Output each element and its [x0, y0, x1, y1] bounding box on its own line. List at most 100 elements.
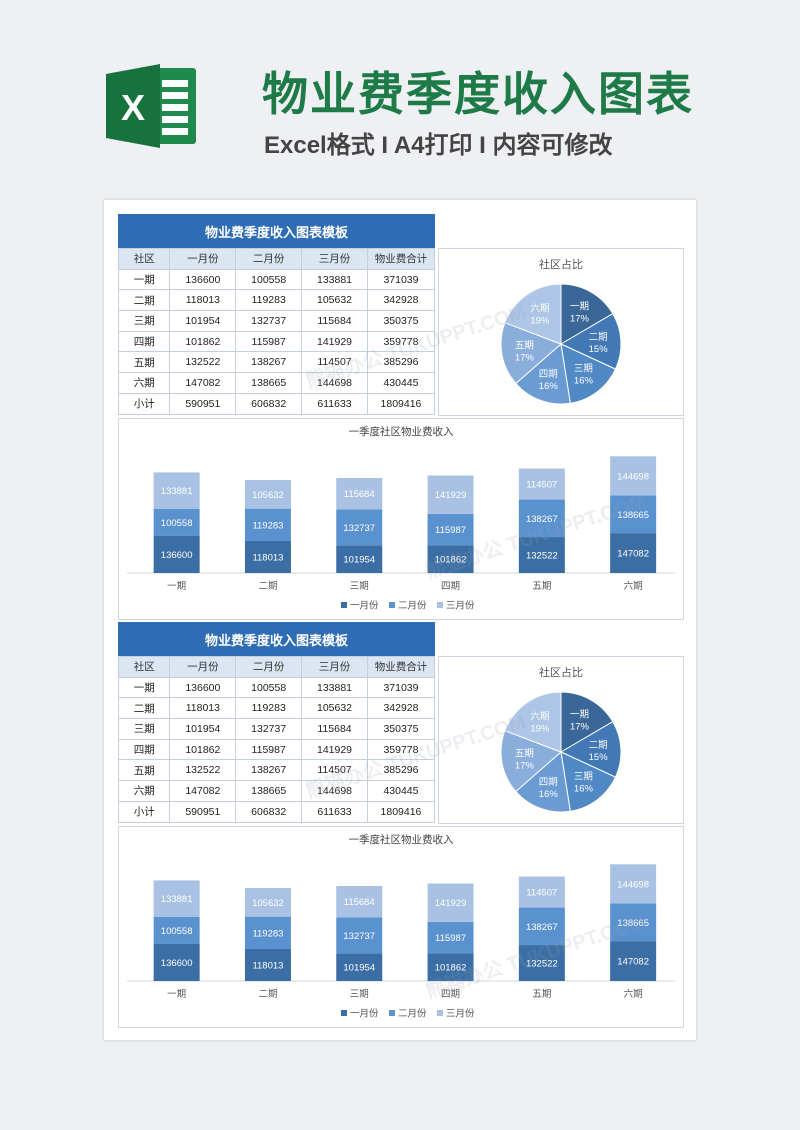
- pie-slice-percent-label: 16%: [539, 789, 559, 800]
- bar-value-label: 105632: [252, 898, 284, 909]
- bar-segment: [610, 533, 657, 573]
- pie-slice: [560, 751, 617, 812]
- bar-segment: [610, 903, 657, 942]
- x-tick-label: 六期: [624, 580, 643, 592]
- column-header: 三月份: [301, 656, 368, 678]
- table-cell: 四期: [117, 330, 171, 353]
- bar-segment: [610, 456, 657, 496]
- table-cell: 138267: [235, 759, 303, 782]
- x-tick-label: 六期: [624, 988, 643, 1000]
- pie-chart-title: 社区占比: [539, 259, 583, 271]
- table-cell: 114507: [301, 759, 368, 782]
- table-row: 五期 132522 138267 114507 385296: [117, 759, 436, 782]
- table-title: 物业费季度收入图表模板: [118, 214, 435, 248]
- bar-value-label: 141929: [435, 898, 467, 909]
- bar-value-label: 101862: [435, 963, 467, 974]
- bar-segment: [153, 472, 200, 509]
- table-cell: 105632: [301, 697, 368, 720]
- table-cell: 141929: [301, 330, 368, 353]
- bar-chart-title: 一季度社区物业费收入: [349, 425, 454, 438]
- legend-swatch: [389, 1010, 395, 1016]
- table-cell: 359778: [366, 330, 436, 353]
- page-subtitle: Excel格式 I A4打印 I 内容可修改: [264, 132, 613, 159]
- table-row: 二期 118013 119283 105632 342928: [117, 697, 436, 720]
- pie-slice: [515, 343, 571, 405]
- table-cell: 小计: [117, 392, 171, 415]
- bar-segment: [336, 478, 383, 510]
- bar-value-label: 118013: [252, 553, 283, 564]
- table-cell: 101862: [169, 330, 237, 353]
- pie-slice-percent-label: 19%: [530, 315, 550, 326]
- pie-slice: [560, 283, 614, 345]
- table-cell: 118013: [169, 289, 237, 312]
- bar-segment: [427, 883, 474, 922]
- pie-slice-category-label: 四期: [539, 369, 558, 380]
- pie-slice-category-label: 一期: [570, 302, 589, 313]
- table-row: 三期 101954 132737 115684 350375: [117, 310, 436, 332]
- table-cell: 1809416: [366, 392, 436, 415]
- table-cell: 606832: [235, 800, 303, 823]
- bar-segment: [427, 545, 474, 573]
- pie-chart: 社区占比 一期 17% 二期 15% 三期 16% 四期 16% 五期 17% 六期 19%: [438, 656, 684, 824]
- pie-slice: [504, 283, 562, 345]
- x-tick-label: 二期: [258, 989, 277, 1000]
- pie-slice: [559, 720, 622, 778]
- bar-chart-svg: 一季度社区物业费收入 136600 100558 133881 一期 118013 1192…: [127, 833, 675, 1020]
- table-cell: 371039: [366, 268, 436, 291]
- table-cell: 138665: [235, 780, 303, 802]
- table-cell: 101954: [169, 718, 237, 740]
- bar-segment: [518, 907, 565, 946]
- bar-value-label: 115987: [435, 525, 466, 536]
- bar-value-label: 115684: [344, 489, 375, 500]
- table-cell: 132737: [235, 718, 303, 740]
- column-header: 一月份: [169, 656, 237, 678]
- column-header: 三月份: [301, 248, 368, 270]
- x-tick-label: 一期: [167, 989, 186, 1000]
- table-row: 三期 101954 132737 115684 350375: [117, 718, 436, 740]
- bar-value-label: 132737: [343, 523, 375, 534]
- table-cell: 385296: [366, 759, 436, 782]
- table-cell: 五期: [117, 351, 171, 374]
- bar-value-label: 141929: [435, 490, 467, 501]
- bar-value-label: 138267: [526, 514, 558, 525]
- pie-slice-percent-label: 17%: [515, 353, 535, 364]
- bar-value-label: 101862: [435, 555, 467, 566]
- pie-slice-percent-label: 16%: [574, 784, 594, 795]
- table-cell: 119283: [235, 697, 303, 720]
- table-cell: 611633: [301, 800, 368, 823]
- legend-swatch: [437, 602, 443, 608]
- x-tick-label: 二期: [258, 581, 277, 592]
- pie-slice-percent-label: 17%: [570, 314, 590, 325]
- table-cell: 1809416: [366, 800, 436, 823]
- table-cell: 590951: [169, 800, 237, 823]
- column-header: 二月份: [235, 248, 303, 270]
- report-section-2: 物业费季度收入图表模板 社区 一月份 二月份 三月份 物业费合计 一期 136600 10055…: [104, 608, 696, 1028]
- table-cell: 101954: [169, 310, 237, 332]
- table-cell: 一期: [117, 676, 171, 699]
- table-cell: 133881: [301, 268, 368, 291]
- bar-segment: [244, 888, 291, 917]
- table-cell: 371039: [366, 676, 436, 699]
- bar-segment: [244, 480, 291, 509]
- stacked-bar-chart: 一季度社区物业费收入 136600 100558 133881 一期 118013 1192…: [118, 418, 684, 620]
- table-cell: 四期: [117, 738, 171, 761]
- pie-slice-percent-label: 17%: [515, 761, 535, 772]
- column-header: 社区: [117, 656, 171, 678]
- table-title: 物业费季度收入图表模板: [118, 622, 435, 656]
- table-row: 五期 132522 138267 114507 385296: [117, 351, 436, 374]
- bar-segment: [610, 941, 657, 981]
- pie-slice-category-label: 二期: [589, 332, 608, 343]
- bar-value-label: 132737: [343, 931, 375, 942]
- table-cell: 118013: [169, 697, 237, 720]
- stacked-bar-chart: 一季度社区物业费收入 136600 100558 133881 一期 118013 1192…: [118, 826, 684, 1028]
- bar-value-label: 119283: [252, 520, 283, 531]
- legend-label: 三月份: [446, 1008, 475, 1020]
- pie-slice-category-label: 三期: [574, 772, 593, 783]
- excel-logo-icon: X: [106, 64, 196, 148]
- bar-value-label: 147082: [617, 957, 649, 968]
- legend-label: 一月份: [350, 600, 379, 612]
- bar-value-label: 105632: [252, 490, 284, 501]
- bar-value-label: 138267: [526, 922, 558, 933]
